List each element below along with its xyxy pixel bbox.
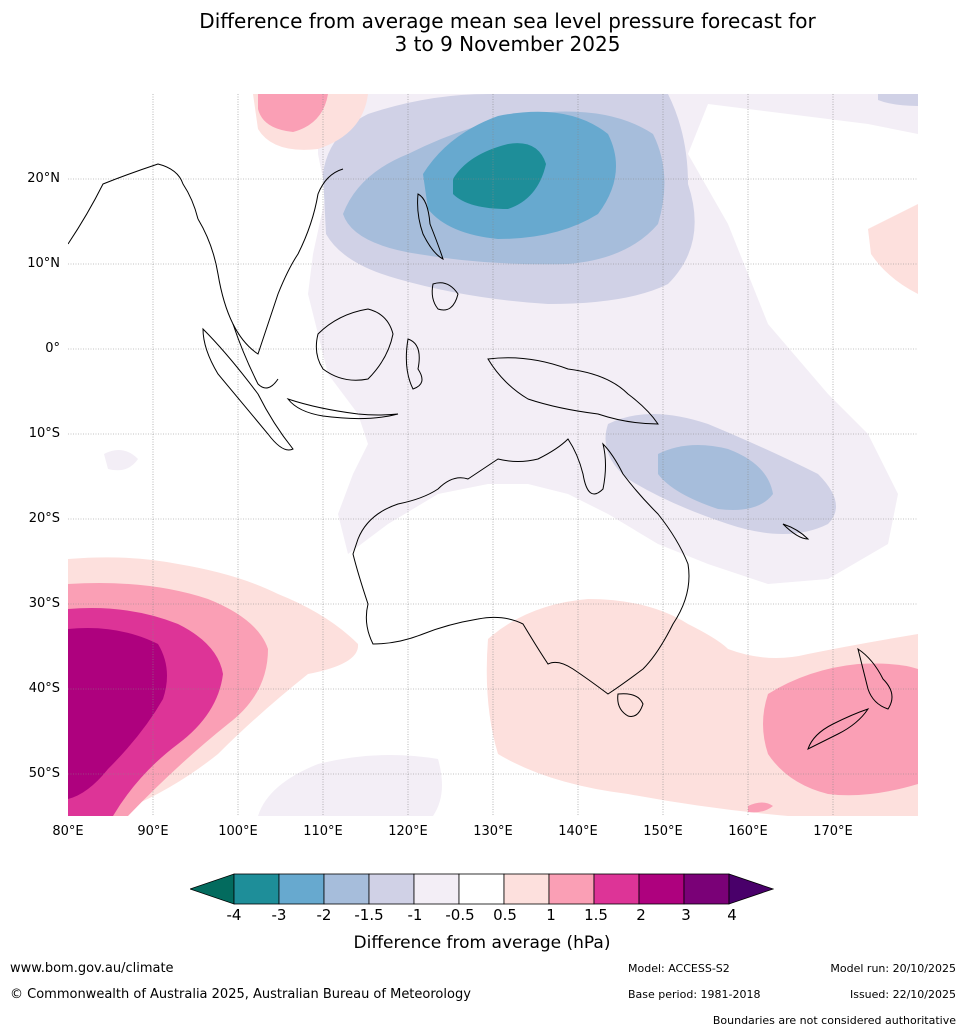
lon-label-90E: 90°E: [137, 824, 169, 839]
model-run-text: Model run: 20/10/2025: [830, 962, 956, 975]
anomaly-contour-plus-1-nz: [763, 663, 918, 796]
graticule: [68, 94, 918, 816]
colorbar-above-max: [728, 873, 774, 905]
colorbar-bin: [548, 873, 595, 905]
coastline-indochina: [197, 168, 344, 355]
disclaimer-text: Boundaries are not considered authoritat…: [712, 1014, 956, 1027]
colorbar-bin: [683, 873, 730, 905]
colorbar-title: Difference from average (hPa): [353, 933, 611, 953]
coastline-new-caledonia: [782, 523, 810, 540]
colorbar-bin: [368, 873, 415, 905]
colorbar-tick: -1: [407, 906, 423, 924]
coastline-java: [286, 398, 399, 420]
pressure-anomaly-map: [68, 94, 918, 816]
coastline-new-guinea: [487, 357, 659, 425]
colorbar-tick: 3: [681, 906, 691, 924]
colorbar-tick: -3: [271, 906, 287, 924]
copyright-text: © Commonwealth of Australia 2025, Austra…: [10, 987, 471, 1002]
colorbar-bin: [278, 873, 325, 905]
lon-label-170E: 170°E: [813, 824, 853, 839]
lat-label-30S: 30°S: [28, 596, 60, 611]
colorbar-bin: [323, 873, 370, 905]
issued-text: Issued: 22/10/2025: [849, 988, 956, 1001]
lon-label-80E: 80°E: [52, 824, 84, 839]
lon-label-160E: 160°E: [728, 824, 768, 839]
lat-label-10N: 10°N: [27, 256, 60, 271]
coastline-mindanao: [431, 282, 459, 311]
title-line-1: Difference from average mean sea level p…: [199, 9, 816, 33]
colorbar-tick: -4: [226, 906, 242, 924]
coastline-sulawesi: [405, 338, 423, 390]
lon-label-100E: 100°E: [218, 824, 258, 839]
anomaly-contour-minus-3: [453, 143, 546, 209]
anomaly-contour-plus-1-north: [258, 94, 328, 132]
coastline-sumatra: [202, 327, 294, 451]
lat-label-0: 0°: [45, 341, 60, 356]
coastlines: [68, 163, 893, 750]
colorbar-tick: -2: [316, 906, 332, 924]
colorbar-bin: [233, 873, 280, 905]
lat-label-50S: 50°S: [28, 766, 60, 781]
coastline-luzon: [417, 193, 444, 260]
colorbar-tick: -0.5: [445, 906, 475, 924]
lat-label-20N: 20°N: [27, 171, 60, 186]
anomaly-contour-minus-1.5-coral: [658, 445, 773, 510]
anomaly-contour-plus-2-indian: [68, 628, 167, 799]
anomaly-contour-minus-0.5-ne: [878, 94, 918, 106]
coastline-nz-north: [857, 647, 893, 710]
colorbar-bin: [638, 873, 685, 905]
coastline-india: [68, 163, 199, 245]
colorbar-tick: 4: [727, 906, 737, 924]
base-period-text: Base period: 1981-2018: [628, 988, 761, 1001]
colorbar-tick: -1.5: [354, 906, 384, 924]
website-link[interactable]: www.bom.gov.au/climate: [10, 961, 174, 976]
title-line-2: 3 to 9 November 2025: [394, 32, 621, 56]
colorbar-bins: [233, 873, 730, 905]
lon-label-130E: 130°E: [473, 824, 513, 839]
colorbar-bin: [503, 873, 550, 905]
colorbar-tick: 0.5: [493, 906, 517, 924]
colorbar-tick: 2: [636, 906, 646, 924]
colorbar: [190, 873, 774, 905]
colorbar-bin: [413, 873, 460, 905]
lon-label-150E: 150°E: [643, 824, 683, 839]
coastline-tasmania: [617, 693, 644, 717]
colorbar-tick: 1.5: [584, 906, 608, 924]
lat-label-40S: 40°S: [28, 681, 60, 696]
colorbar-tick: 1: [546, 906, 556, 924]
anomaly-contour-plus-0.5-east: [868, 204, 918, 294]
colorbar-bin: [593, 873, 640, 905]
lon-label-140E: 140°E: [558, 824, 598, 839]
anomaly-contour-plus-1-nz-south: [748, 802, 773, 813]
coastline-nz-south: [807, 708, 870, 750]
coastline-borneo: [315, 308, 394, 381]
lat-label-20S: 20°S: [28, 511, 60, 526]
lat-label-10S: 10°S: [28, 426, 60, 441]
coastline-australia: [352, 438, 690, 695]
colorbar-bin: [458, 873, 505, 905]
coastline-malay-peninsula: [232, 323, 279, 389]
map-title: Difference from average mean sea level p…: [0, 10, 965, 56]
anomaly-contour-minus-0.5-south: [258, 755, 442, 816]
lon-label-110E: 110°E: [303, 824, 343, 839]
model-text: Model: ACCESS-S2: [628, 962, 730, 975]
colorbar-below-min: [190, 873, 235, 905]
map-canvas: [68, 94, 918, 816]
lon-label-120E: 120°E: [388, 824, 428, 839]
anomaly-contour-minus-0.5-small: [104, 450, 138, 471]
